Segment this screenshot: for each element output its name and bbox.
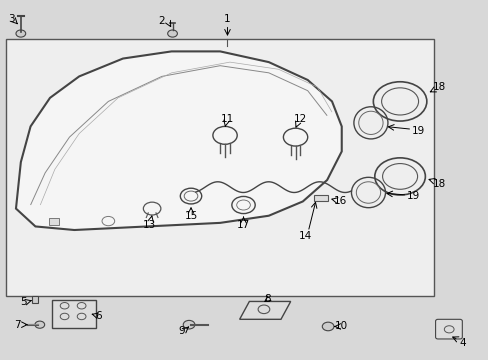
Text: 18: 18 bbox=[431, 82, 445, 92]
Text: 14: 14 bbox=[299, 231, 312, 242]
Circle shape bbox=[183, 320, 195, 329]
Text: 10: 10 bbox=[334, 321, 347, 332]
Text: 17: 17 bbox=[236, 220, 250, 230]
PathPatch shape bbox=[16, 51, 341, 230]
Text: 9: 9 bbox=[178, 326, 184, 336]
Bar bbox=[313, 195, 327, 202]
FancyBboxPatch shape bbox=[6, 39, 433, 296]
FancyBboxPatch shape bbox=[435, 319, 461, 339]
Text: 3: 3 bbox=[8, 14, 15, 24]
Bar bbox=[49, 218, 59, 225]
PathPatch shape bbox=[52, 300, 96, 328]
Text: 11: 11 bbox=[221, 114, 234, 124]
Text: 19: 19 bbox=[411, 126, 425, 136]
Text: 5: 5 bbox=[20, 297, 26, 307]
Circle shape bbox=[35, 321, 44, 328]
Text: 13: 13 bbox=[143, 220, 156, 230]
Text: 2: 2 bbox=[158, 16, 165, 26]
Text: 19: 19 bbox=[406, 191, 420, 201]
Text: 18: 18 bbox=[431, 179, 445, 189]
Text: 8: 8 bbox=[264, 294, 271, 304]
Text: 6: 6 bbox=[95, 311, 102, 321]
Text: 12: 12 bbox=[293, 113, 306, 123]
Text: 7: 7 bbox=[14, 320, 20, 330]
Bar bbox=[32, 296, 38, 303]
Circle shape bbox=[322, 322, 333, 331]
Text: 15: 15 bbox=[184, 211, 197, 221]
PathPatch shape bbox=[239, 301, 290, 319]
Circle shape bbox=[16, 30, 26, 37]
Text: 1: 1 bbox=[224, 14, 230, 24]
Text: 4: 4 bbox=[458, 338, 465, 347]
Circle shape bbox=[167, 30, 177, 37]
Text: 16: 16 bbox=[333, 197, 346, 206]
